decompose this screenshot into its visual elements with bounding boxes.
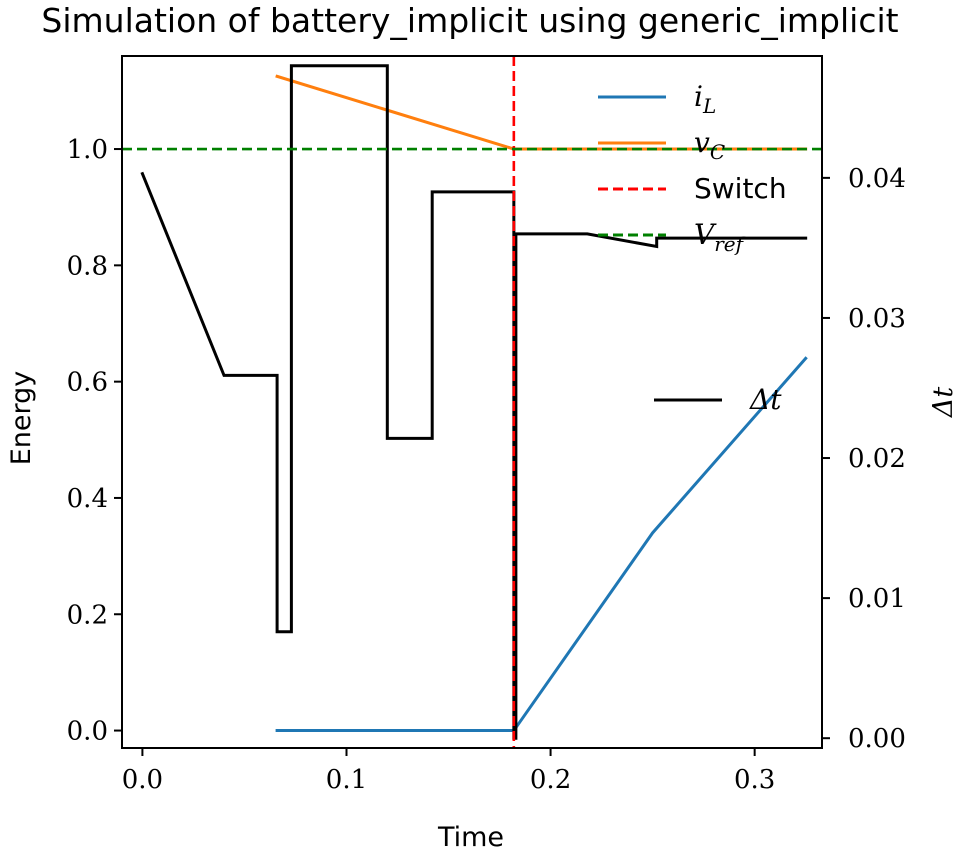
y-tick-label: 0.0 bbox=[67, 717, 108, 747]
plot-area-border bbox=[121, 55, 823, 749]
x-tick-label: 0.1 bbox=[326, 765, 367, 795]
series-layer bbox=[122, 56, 822, 748]
legend-label: Switch bbox=[694, 172, 787, 205]
x-tick-label: 0.3 bbox=[734, 765, 775, 795]
x-axis-label: Time bbox=[437, 822, 504, 853]
y-right-tick-label: 0.01 bbox=[848, 584, 906, 614]
x-tick-label: 0.0 bbox=[122, 765, 163, 795]
y-tick-label: 0.4 bbox=[67, 484, 108, 514]
legend-item-switch: Switch bbox=[598, 172, 787, 205]
tick-layer: 0.0 0.1 0.2 0.3 0.0 0.2 0.4 0.6 0.8 1.0 0.00 0.01 0.… bbox=[67, 135, 906, 795]
y-right-tick-label: 0.03 bbox=[848, 304, 906, 334]
x-tick-label: 0.2 bbox=[530, 765, 571, 795]
y-tick-label: 1.0 bbox=[67, 135, 108, 165]
y-tick-label: 0.8 bbox=[67, 251, 108, 281]
plot-frame bbox=[121, 55, 823, 749]
y-right-tick-label: 0.00 bbox=[848, 724, 906, 754]
y-right-tick-label: 0.02 bbox=[848, 444, 906, 474]
legend-label: Δt bbox=[749, 383, 782, 416]
y-tick-label: 0.2 bbox=[67, 600, 108, 630]
legend-right: Δt bbox=[654, 383, 782, 416]
y-right-tick-label: 0.04 bbox=[848, 164, 906, 194]
series-line-i-l bbox=[275, 356, 808, 733]
legend-item-delta-t: Δt bbox=[654, 383, 782, 416]
y-axis-label: Energy bbox=[6, 371, 37, 466]
y-tick-label: 0.6 bbox=[67, 368, 108, 398]
chart-title: Simulation of battery_implicit using gen… bbox=[41, 1, 898, 40]
y-axis-label-right: Δt bbox=[928, 387, 959, 418]
